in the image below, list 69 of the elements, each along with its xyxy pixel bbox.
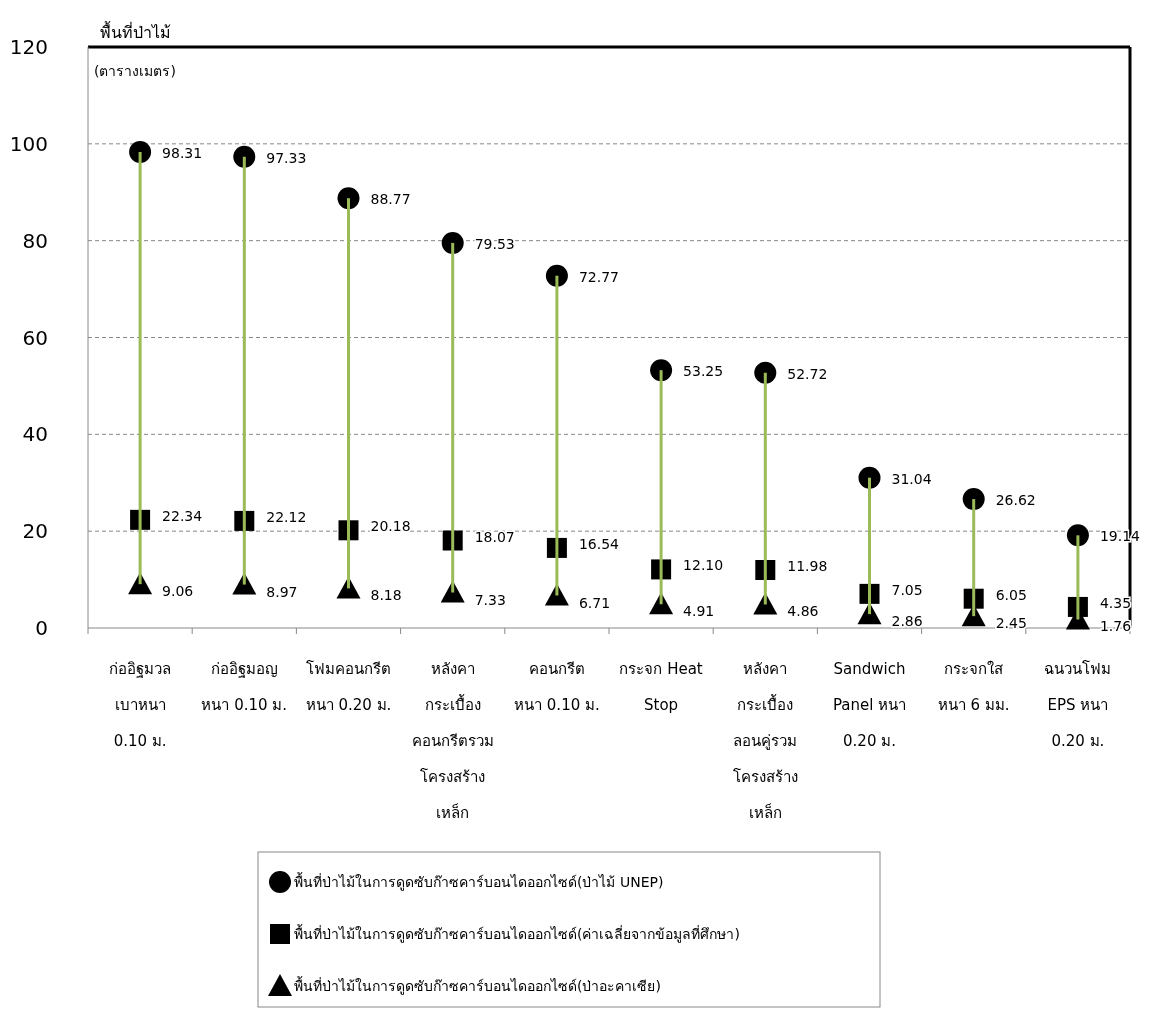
data-label: 22.34 (162, 507, 203, 524)
data-label: 12.10 (683, 557, 724, 574)
y-tick-label: 100 (9, 131, 48, 156)
data-label: 7.05 (891, 581, 923, 598)
data-label: 31.04 (891, 470, 932, 487)
data-label: 98.31 (162, 145, 203, 162)
data-label: 9.06 (162, 583, 194, 600)
data-label: 6.05 (995, 586, 1027, 603)
text: พื้นที่ป่าไม้ (ตารางเมตร) (94, 23, 176, 79)
y-tick-label: 0 (35, 616, 48, 640)
category-label: คอนกรีต หนา 0.10 ม. (514, 660, 600, 714)
data-label: 16.54 (578, 535, 620, 552)
data-label: 26.62 (995, 492, 1036, 509)
data-label: 1.76 (1099, 618, 1132, 635)
data-label: 11.98 (787, 558, 828, 574)
data-label: 79.53 (474, 235, 515, 252)
legend-label: พื้นที่ป่าไม้ในการดูดซับก๊าซคาร์บอนไดออกไซด์(ค่าเฉลี่ยจากข้อมูลที่ศึกษา) (294, 924, 740, 943)
data-label: 52.72 (787, 365, 828, 382)
category-label: โฟมคอนกรีต หนา 0.20 ม. (305, 660, 392, 714)
data-label: 18.07 (474, 528, 515, 545)
point (233, 145, 256, 168)
bar (659, 370, 663, 605)
point (1066, 524, 1089, 547)
point (545, 264, 568, 287)
data-label: 97.33 (266, 149, 307, 166)
data-label: 22.12 (266, 508, 307, 525)
bar (763, 372, 767, 605)
category-label: หลังคา กระเบื้อง ลอนคู่รวม โครงสร้าง เหล็ก (732, 660, 798, 822)
point (962, 488, 985, 511)
data-label: 20.18 (370, 518, 411, 535)
data-label: 7.33 (474, 591, 506, 608)
category-label: หลังคา กระเบื้อง คอนกรีตรวม โครงสร้าง เหล็ก (411, 660, 494, 822)
bar (347, 198, 350, 589)
bar (868, 477, 871, 615)
category-label: Sandwich Panel หนา 0.20 ม. (832, 660, 907, 750)
category-label: ก่ออิฐมอญ หนา 0.10 ม. (201, 660, 288, 714)
legend-label: พื้นที่ป่าไม้ในการดูดซับก๊าซคาร์บอนไดออกไซด์(ป่าอะคาเซีย) (294, 976, 661, 995)
point (858, 466, 881, 489)
y-tick-label: 40 (22, 422, 48, 447)
point (129, 141, 152, 164)
category-label: ก่ออิฐมวล เบาหนา 0.10 ม. (109, 660, 172, 750)
point (337, 187, 360, 210)
bar (138, 152, 142, 585)
data-label: 4.86 (787, 603, 819, 620)
bar (451, 242, 455, 593)
point (754, 361, 777, 384)
point (441, 231, 464, 254)
y-tick-label: 80 (22, 228, 48, 253)
bar (555, 275, 559, 596)
y-tick-label: 60 (22, 325, 48, 350)
category-label: กระจก Heat Stop (619, 660, 703, 714)
data-label: 6.71 (578, 594, 611, 611)
category-label: กระจกใส หนา 6 มม. (937, 660, 1010, 714)
data-label: 53.25 (683, 363, 724, 380)
data-label: 88.77 (370, 191, 411, 208)
data-label: 2.45 (995, 615, 1027, 632)
point (650, 359, 673, 382)
data-label: 2.86 (891, 613, 923, 630)
bar (242, 156, 246, 585)
data-label: 4.91 (683, 603, 715, 620)
bar (972, 499, 976, 617)
data-label: 72.77 (578, 268, 619, 285)
category-label: ฉนวนโฟม EPS หนา 0.20 ม. (1044, 660, 1112, 750)
legend-label: พื้นที่ป่าไม้ในการดูดซับก๊าซคาร์บอนไดออกไซด์(ป่าไม้ UNEP) (294, 872, 664, 891)
data-label: 8.97 (266, 583, 298, 600)
bar (1076, 535, 1080, 620)
data-label: 8.18 (370, 587, 402, 604)
y-tick-label: 120 (9, 35, 48, 59)
y-tick-label: 20 (22, 519, 48, 544)
